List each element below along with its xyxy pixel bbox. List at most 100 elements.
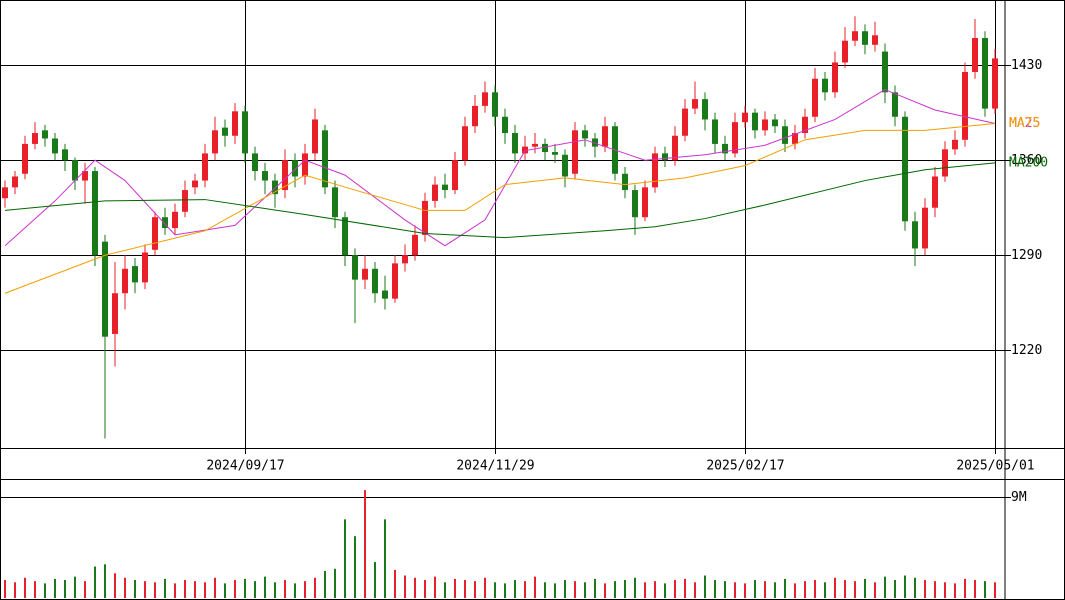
candle-body bbox=[492, 92, 498, 117]
volume-bar bbox=[154, 582, 156, 598]
volume-bar bbox=[274, 582, 276, 598]
candle-body bbox=[722, 143, 728, 154]
volume-bar bbox=[244, 578, 246, 598]
candle-body bbox=[212, 130, 218, 154]
volume-bar bbox=[614, 581, 616, 598]
candle-body bbox=[182, 190, 188, 212]
volume-bar bbox=[424, 580, 426, 598]
candle-body bbox=[52, 138, 58, 154]
volume-bar bbox=[914, 577, 916, 598]
volume-bar bbox=[774, 582, 776, 598]
candle-body bbox=[962, 71, 968, 140]
x-tick-label: 2025/02/17 bbox=[706, 459, 784, 474]
volume-bar bbox=[964, 578, 966, 598]
candle-body bbox=[32, 133, 38, 144]
volume-bar bbox=[174, 583, 176, 598]
candle-body bbox=[862, 31, 868, 45]
candle-body bbox=[292, 160, 298, 177]
volume-bar bbox=[94, 566, 96, 598]
candle-body bbox=[502, 116, 508, 134]
volume-bar bbox=[124, 577, 126, 598]
candle-body bbox=[982, 38, 988, 109]
volume-bar bbox=[4, 580, 6, 598]
volume-bar bbox=[264, 576, 266, 598]
volume-bar bbox=[504, 583, 506, 598]
volume-bar bbox=[904, 575, 906, 598]
volume-bar bbox=[204, 582, 206, 598]
y-tick-label: 1360 bbox=[1011, 153, 1042, 168]
candle-body bbox=[12, 176, 18, 188]
candle-body bbox=[852, 31, 858, 41]
candle-body bbox=[572, 130, 578, 174]
candle-body bbox=[392, 263, 398, 299]
volume-bar bbox=[224, 583, 226, 598]
candle-body bbox=[882, 51, 888, 93]
y-tick-label: 1290 bbox=[1011, 248, 1042, 263]
volume-bar bbox=[854, 581, 856, 598]
candle-body bbox=[842, 40, 848, 63]
volume-bar bbox=[454, 578, 456, 598]
volume-bar bbox=[974, 580, 976, 598]
volume-bar bbox=[544, 582, 546, 598]
volume-bar bbox=[704, 575, 706, 598]
candle-body bbox=[642, 187, 648, 218]
volume-bar bbox=[304, 581, 306, 598]
volume-bar bbox=[924, 580, 926, 598]
candle-body bbox=[452, 160, 458, 191]
volume-bar bbox=[754, 580, 756, 598]
volume-bar bbox=[714, 580, 716, 598]
y-tick-label: 1430 bbox=[1011, 58, 1042, 73]
candle-body bbox=[702, 99, 708, 120]
volume-bar bbox=[24, 577, 26, 598]
volume-bar bbox=[64, 580, 66, 598]
x-tick-label: 2024/09/17 bbox=[206, 459, 284, 474]
candle-body bbox=[632, 190, 638, 218]
volume-bar bbox=[184, 580, 186, 598]
candle-body bbox=[692, 99, 698, 109]
candle-body bbox=[902, 116, 908, 222]
volume-bar bbox=[944, 582, 946, 598]
candle-body bbox=[222, 127, 228, 136]
legend-label: MA200 bbox=[1009, 155, 1048, 170]
volume-bar bbox=[484, 577, 486, 598]
candle-body bbox=[172, 211, 178, 229]
candle-body bbox=[2, 187, 8, 199]
candle-body bbox=[832, 62, 838, 93]
candle-body bbox=[822, 78, 828, 93]
volume-bar bbox=[384, 519, 386, 598]
ma-line bbox=[4, 162, 996, 239]
x-tick-label: 2024/11/29 bbox=[456, 459, 534, 474]
volume-bar bbox=[364, 490, 366, 598]
volume-bar bbox=[334, 568, 336, 598]
volume-bar bbox=[574, 581, 576, 598]
candle-body bbox=[372, 268, 378, 294]
candle-body bbox=[462, 126, 468, 161]
candle-body bbox=[152, 217, 158, 250]
volume-bar bbox=[434, 576, 436, 598]
volume-bar bbox=[884, 576, 886, 598]
candle-body bbox=[932, 176, 938, 208]
volume-bar bbox=[314, 577, 316, 598]
candle-body bbox=[402, 255, 408, 264]
volume-bar bbox=[984, 581, 986, 598]
volume-bar bbox=[994, 582, 996, 598]
candle-body bbox=[42, 130, 48, 139]
volume-bar bbox=[494, 582, 496, 598]
y-tick-label: 1220 bbox=[1011, 343, 1042, 358]
candle-body bbox=[82, 171, 88, 181]
volume-bar bbox=[194, 581, 196, 598]
volume-bar bbox=[394, 569, 396, 598]
legend-label: MA75 bbox=[1009, 116, 1040, 131]
candle-body bbox=[872, 35, 878, 45]
volume-bar bbox=[584, 582, 586, 598]
candle-body bbox=[92, 171, 98, 256]
volume-bar bbox=[674, 580, 676, 598]
volume-bar bbox=[354, 536, 356, 598]
volume-bar bbox=[444, 582, 446, 598]
volume-bar bbox=[804, 581, 806, 598]
volume-bar bbox=[104, 564, 106, 598]
volume-bar bbox=[724, 581, 726, 598]
candle-body bbox=[352, 255, 358, 280]
candle-body bbox=[382, 290, 388, 299]
